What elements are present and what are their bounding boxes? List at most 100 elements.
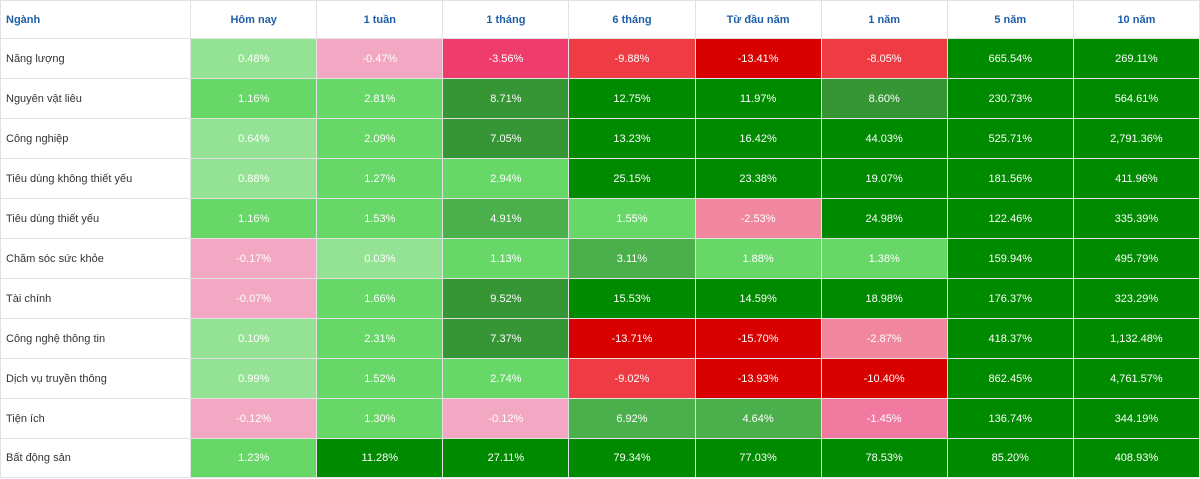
cell-ytd: 23.38% <box>694 158 822 199</box>
cell-10-years: 408.93% <box>1072 438 1200 478</box>
cell-1-month: 2.74% <box>442 358 570 399</box>
cell-1-month: 9.52% <box>442 278 570 319</box>
cell-1-month: 27.11% <box>442 438 570 478</box>
cell-ytd: 11.97% <box>694 78 822 119</box>
cell-1-week: 11.28% <box>316 438 444 478</box>
sector-name: Tiêu dùng thiết yếu <box>0 198 192 239</box>
cell-5-years: 230.73% <box>946 78 1074 119</box>
cell-10-years: 323.29% <box>1072 278 1200 319</box>
cell-10-years: 344.19% <box>1072 398 1200 439</box>
col-header-1-month[interactable]: 1 tháng <box>442 0 570 39</box>
cell-today: 0.48% <box>190 38 318 79</box>
cell-5-years: 136.74% <box>946 398 1074 439</box>
cell-6-months: 79.34% <box>568 438 696 478</box>
cell-10-years: 495.79% <box>1072 238 1200 279</box>
cell-1-year: 78.53% <box>820 438 948 478</box>
cell-today: 1.23% <box>190 438 318 478</box>
cell-today: -0.17% <box>190 238 318 279</box>
cell-today: -0.07% <box>190 278 318 319</box>
table-row[interactable]: Nguyên vật liêu 1.16% 2.81% 8.71% 12.75% 11.9… <box>0 78 1200 119</box>
cell-10-years: 564.61% <box>1072 78 1200 119</box>
cell-6-months: -9.88% <box>568 38 696 79</box>
cell-1-month: 7.05% <box>442 118 570 159</box>
cell-ytd: -13.41% <box>694 38 822 79</box>
table-row[interactable]: Công nghệ thông tin 0.10% 2.31% 7.37% -13.71… <box>0 318 1200 359</box>
cell-1-week: 2.81% <box>316 78 444 119</box>
cell-6-months: -9.02% <box>568 358 696 399</box>
cell-1-week: 1.66% <box>316 278 444 319</box>
cell-today: 0.10% <box>190 318 318 359</box>
cell-ytd: 4.64% <box>694 398 822 439</box>
cell-6-months: 12.75% <box>568 78 696 119</box>
sector-name: Công nghệ thông tin <box>0 318 192 359</box>
sector-name: Công nghiệp <box>0 118 192 159</box>
cell-1-year: -10.40% <box>820 358 948 399</box>
col-header-6-months[interactable]: 6 tháng <box>568 0 696 39</box>
cell-5-years: 418.37% <box>946 318 1074 359</box>
table-row[interactable]: Năng lượng 0.48% -0.47% -3.56% -9.88% -13.41%… <box>0 38 1200 79</box>
cell-ytd: -2.53% <box>694 198 822 239</box>
cell-today: 1.16% <box>190 198 318 239</box>
cell-6-months: 13.23% <box>568 118 696 159</box>
cell-today: 0.99% <box>190 358 318 399</box>
cell-ytd: -13.93% <box>694 358 822 399</box>
cell-1-month: -3.56% <box>442 38 570 79</box>
cell-1-month: -0.12% <box>442 398 570 439</box>
cell-today: 0.88% <box>190 158 318 199</box>
table-row[interactable]: Tiêu dùng thiết yếu 1.16% 1.53% 4.91% 1.55% -… <box>0 198 1200 239</box>
cell-6-months: -13.71% <box>568 318 696 359</box>
cell-5-years: 122.46% <box>946 198 1074 239</box>
sector-name: Chăm sóc sức khỏe <box>0 238 192 279</box>
cell-1-week: -0.47% <box>316 38 444 79</box>
cell-1-week: 2.31% <box>316 318 444 359</box>
cell-10-years: 269.11% <box>1072 38 1200 79</box>
cell-5-years: 862.45% <box>946 358 1074 399</box>
table-row[interactable]: Tài chính -0.07% 1.66% 9.52% 15.53% 14.59% 18.… <box>0 278 1200 319</box>
col-header-today[interactable]: Hôm nay <box>190 0 318 39</box>
table-body: Năng lượng 0.48% -0.47% -3.56% -9.88% -13.41%… <box>0 38 1200 478</box>
cell-5-years: 159.94% <box>946 238 1074 279</box>
cell-1-month: 2.94% <box>442 158 570 199</box>
table-row[interactable]: Chăm sóc sức khỏe -0.17% 0.03% 1.13% 3.11% 1.… <box>0 238 1200 279</box>
col-header-sector[interactable]: Ngành <box>0 0 192 39</box>
cell-ytd: 1.88% <box>694 238 822 279</box>
cell-6-months: 6.92% <box>568 398 696 439</box>
cell-1-year: 18.98% <box>820 278 948 319</box>
table-row[interactable]: Bất động sản 1.23% 11.28% 27.11% 79.34% 77.03… <box>0 438 1200 478</box>
cell-ytd: 14.59% <box>694 278 822 319</box>
sector-name: Tiện ích <box>0 398 192 439</box>
cell-today: -0.12% <box>190 398 318 439</box>
cell-1-week: 1.30% <box>316 398 444 439</box>
cell-today: 0.64% <box>190 118 318 159</box>
cell-ytd: 77.03% <box>694 438 822 478</box>
table-header: Ngành Hôm nay 1 tuần 1 tháng 6 tháng Từ … <box>0 0 1200 39</box>
col-header-1-week[interactable]: 1 tuần <box>316 0 444 39</box>
cell-6-months: 3.11% <box>568 238 696 279</box>
header-row: Ngành Hôm nay 1 tuần 1 tháng 6 tháng Từ … <box>0 0 1200 39</box>
col-header-ytd[interactable]: Từ đầu năm <box>694 0 822 39</box>
cell-1-month: 8.71% <box>442 78 570 119</box>
sector-name: Dịch vụ truyền thông <box>0 358 192 399</box>
cell-ytd: 16.42% <box>694 118 822 159</box>
table-row[interactable]: Tiện ích -0.12% 1.30% -0.12% 6.92% 4.64% -1.45… <box>0 398 1200 439</box>
cell-today: 1.16% <box>190 78 318 119</box>
table-row[interactable]: Dịch vụ truyền thông 0.99% 1.52% 2.74% -9.02… <box>0 358 1200 399</box>
cell-1-week: 0.03% <box>316 238 444 279</box>
cell-1-year: 8.60% <box>820 78 948 119</box>
col-header-1-year[interactable]: 1 năm <box>820 0 948 39</box>
cell-10-years: 1,132.48% <box>1072 318 1200 359</box>
col-header-5-years[interactable]: 5 năm <box>946 0 1074 39</box>
col-header-10-years[interactable]: 10 năm <box>1072 0 1200 39</box>
cell-6-months: 15.53% <box>568 278 696 319</box>
cell-6-months: 25.15% <box>568 158 696 199</box>
cell-1-year: 24.98% <box>820 198 948 239</box>
cell-1-year: 44.03% <box>820 118 948 159</box>
sector-name: Tài chính <box>0 278 192 319</box>
table-row[interactable]: Tiêu dùng không thiết yếu 0.88% 1.27% 2.94%… <box>0 158 1200 199</box>
cell-10-years: 4,761.57% <box>1072 358 1200 399</box>
sector-name: Nguyên vật liêu <box>0 78 192 119</box>
cell-1-week: 1.27% <box>316 158 444 199</box>
table-row[interactable]: Công nghiệp 0.64% 2.09% 7.05% 13.23% 16.42% 44… <box>0 118 1200 159</box>
cell-5-years: 665.54% <box>946 38 1074 79</box>
